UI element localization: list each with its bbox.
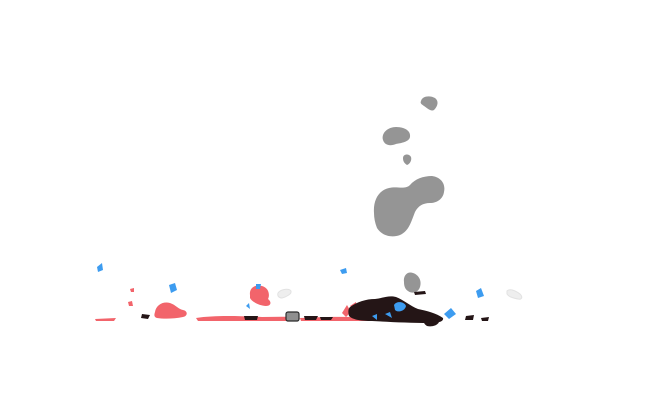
red-blob-center xyxy=(249,285,271,306)
metal-canister xyxy=(285,311,300,322)
faint-puff-left xyxy=(277,288,292,299)
dark-trail-segments xyxy=(141,314,489,321)
wreck-fragment xyxy=(423,318,439,327)
smoke-puff-top xyxy=(420,96,438,111)
wreck-stick xyxy=(414,291,426,295)
blue-sparks xyxy=(97,263,484,320)
smoke-puff-low xyxy=(403,272,421,293)
smoke-cloud xyxy=(373,96,445,293)
blue-spark-9 xyxy=(476,288,484,298)
blue-spark-1 xyxy=(97,263,103,272)
smoke-puff-upper xyxy=(382,127,411,146)
blue-spark-3 xyxy=(246,303,250,309)
faint-puffs xyxy=(277,288,523,300)
red-trail-left xyxy=(95,318,116,321)
blue-spark-6 xyxy=(394,302,406,312)
blue-spark-4 xyxy=(256,284,261,289)
blue-spark-2 xyxy=(169,283,177,293)
red-blob-left xyxy=(154,302,187,319)
faint-puff-right xyxy=(506,289,523,300)
blue-spark-7 xyxy=(372,312,392,320)
smoke-puff-main xyxy=(373,176,445,237)
blue-spark-8 xyxy=(444,308,456,319)
blue-spark-5 xyxy=(340,268,347,274)
red-debris xyxy=(128,285,357,319)
smoke-puff-small xyxy=(403,154,412,165)
canister-body xyxy=(285,311,300,322)
